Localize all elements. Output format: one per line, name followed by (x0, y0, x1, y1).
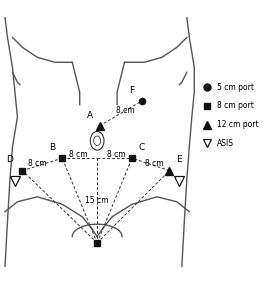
Text: A: A (87, 110, 93, 120)
Text: B: B (49, 143, 55, 152)
Text: ASIS: ASIS (217, 139, 234, 148)
Text: 8 cm: 8 cm (69, 151, 88, 159)
Text: F: F (129, 86, 135, 95)
Text: 8 cm: 8 cm (116, 106, 135, 115)
Text: 8 cm: 8 cm (145, 159, 164, 168)
Text: C: C (139, 143, 145, 152)
Text: 8 cm: 8 cm (107, 151, 125, 159)
Text: D: D (7, 155, 13, 164)
Text: 12 cm port: 12 cm port (217, 120, 258, 129)
Text: 15 cm: 15 cm (85, 196, 109, 205)
Text: 8 cm: 8 cm (28, 159, 47, 168)
Text: 8 cm port: 8 cm port (217, 101, 253, 110)
Text: 5 cm port: 5 cm port (217, 83, 254, 92)
Text: E: E (176, 155, 182, 164)
